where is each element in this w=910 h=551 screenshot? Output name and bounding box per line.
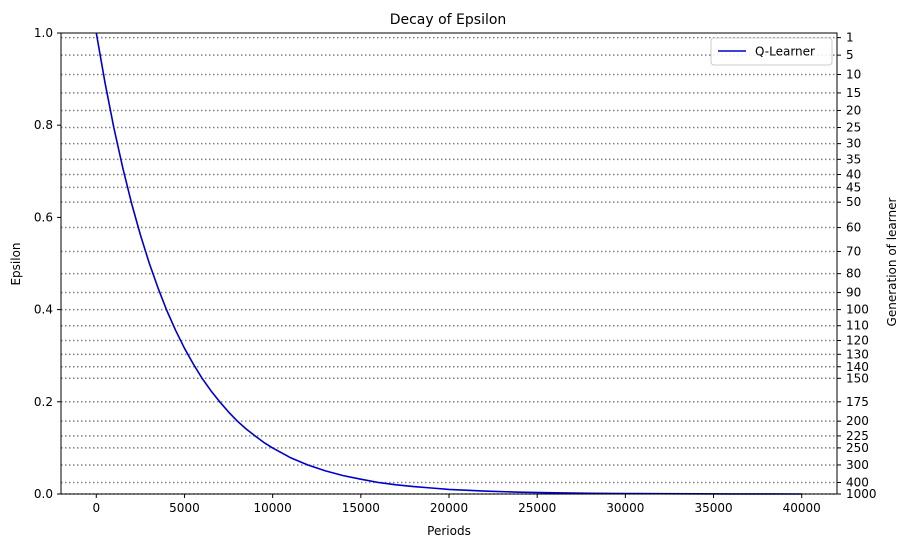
x-tick-label: 0 — [92, 501, 100, 515]
right-tick-label: 175 — [846, 395, 869, 409]
x-axis-label: Periods — [427, 524, 471, 538]
right-tick-label: 225 — [846, 429, 869, 443]
right-tick-label: 80 — [846, 267, 861, 281]
y-tick-label: 0.2 — [34, 395, 53, 409]
y-tick-label: 0.4 — [34, 303, 53, 317]
right-tick-label: 110 — [846, 319, 869, 333]
legend-box — [710, 37, 833, 66]
x-tick-label: 15000 — [342, 501, 380, 515]
right-tick-label: 90 — [846, 286, 861, 300]
right-tick-label: 5 — [846, 48, 854, 62]
x-tick-label: 40000 — [783, 501, 821, 515]
right-tick-label: 70 — [846, 245, 861, 259]
right-tick-label: 300 — [846, 458, 869, 472]
x-tick-label: 10000 — [254, 501, 292, 515]
x-tick-label: 20000 — [430, 501, 468, 515]
right-tick-label: 10 — [846, 67, 861, 81]
chart-title: Decay of Epsilon — [390, 12, 507, 28]
x-tick-label: 30000 — [606, 501, 644, 515]
right-tick-label: 100 — [846, 303, 869, 317]
right-tick-label: 25 — [846, 121, 861, 135]
right-tick-label: 60 — [846, 221, 861, 235]
generation-lines — [61, 36, 837, 495]
y-axis-label: Epsilon — [9, 242, 23, 285]
right-tick-label: 15 — [846, 86, 861, 100]
x-tick-label: 5000 — [169, 501, 200, 515]
right-tick-label: 130 — [846, 347, 869, 361]
right-tick-label: 250 — [846, 441, 869, 455]
legend-label: Q-Learner — [755, 45, 815, 59]
x-axis: 0 5000 10000 15000 20000 25000 30000 35000 40000 — [92, 494, 821, 515]
legend: Q-Learner — [710, 37, 833, 66]
right-tick-label: 45 — [846, 180, 861, 194]
right-tick-label: 120 — [846, 333, 869, 347]
series-group — [95, 32, 802, 495]
right-tick-label: 30 — [846, 137, 861, 151]
plot-frame — [60, 32, 838, 495]
right-axis-label: Generation of learner — [885, 198, 899, 327]
right-tick-label: 400 — [846, 475, 869, 489]
y-tick-label: 1.0 — [34, 26, 53, 40]
right-tick-label: 40 — [846, 168, 861, 182]
y-axis: 0.0 0.2 0.4 0.6 0.8 1.0 — [34, 26, 61, 501]
y-tick-label: 0.8 — [34, 118, 53, 132]
right-axis: 1510152025303540455060708090100110120130… — [837, 31, 877, 501]
series-line — [95, 32, 802, 495]
x-tick-label: 25000 — [518, 501, 556, 515]
right-tick-label: 1000 — [846, 487, 877, 501]
right-tick-label: 20 — [846, 103, 861, 117]
right-tick-label: 150 — [846, 371, 869, 385]
right-tick-label: 140 — [846, 360, 869, 374]
right-tick-label: 1 — [846, 31, 854, 45]
y-tick-label: 0.6 — [34, 210, 53, 224]
x-tick-label: 35000 — [694, 501, 732, 515]
right-tick-label: 35 — [846, 152, 861, 166]
y-tick-label: 0.0 — [34, 487, 53, 501]
right-tick-label: 200 — [846, 414, 869, 428]
right-tick-label: 50 — [846, 195, 861, 209]
